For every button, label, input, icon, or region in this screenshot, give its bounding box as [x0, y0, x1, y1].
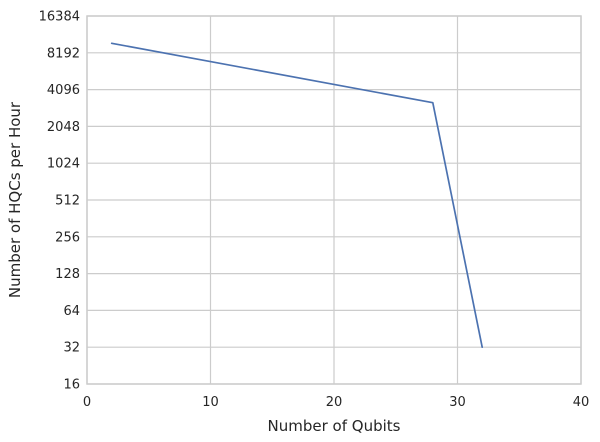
x-tick-label: 20	[326, 395, 343, 410]
y-tick-label: 512	[55, 194, 80, 209]
x-tick-label: 0	[83, 395, 91, 410]
y-tick-label: 2048	[47, 120, 80, 135]
plot-frame	[86, 15, 582, 385]
tick-labels: 0 10 20 30 40 16 32 64 128 256 512 1024 2048 4096 8192…	[39, 10, 590, 411]
y-tick-label: 1024	[47, 157, 80, 172]
y-tick-label: 8192	[47, 46, 80, 61]
x-axis-label: Number of Qubits	[268, 417, 401, 435]
series-line-1	[110, 42, 484, 349]
x-tick-label: 40	[573, 395, 590, 410]
series-layer	[110, 42, 484, 349]
y-tick-label: 32	[63, 341, 80, 356]
x-tick-label: 30	[449, 395, 466, 410]
x-tick-label: 10	[202, 395, 219, 410]
y-tick-label: 4096	[47, 83, 80, 98]
plot-border	[86, 15, 582, 385]
y-tick-label: 16384	[39, 10, 80, 25]
y-tick-label: 16	[63, 378, 80, 393]
y-tick-label: 256	[55, 230, 80, 245]
grid	[86, 15, 582, 385]
y-axis-label: Number of HQCs per Hour	[6, 101, 24, 298]
y-tick-label: 128	[55, 267, 80, 282]
y-tick-label: 64	[63, 304, 80, 319]
